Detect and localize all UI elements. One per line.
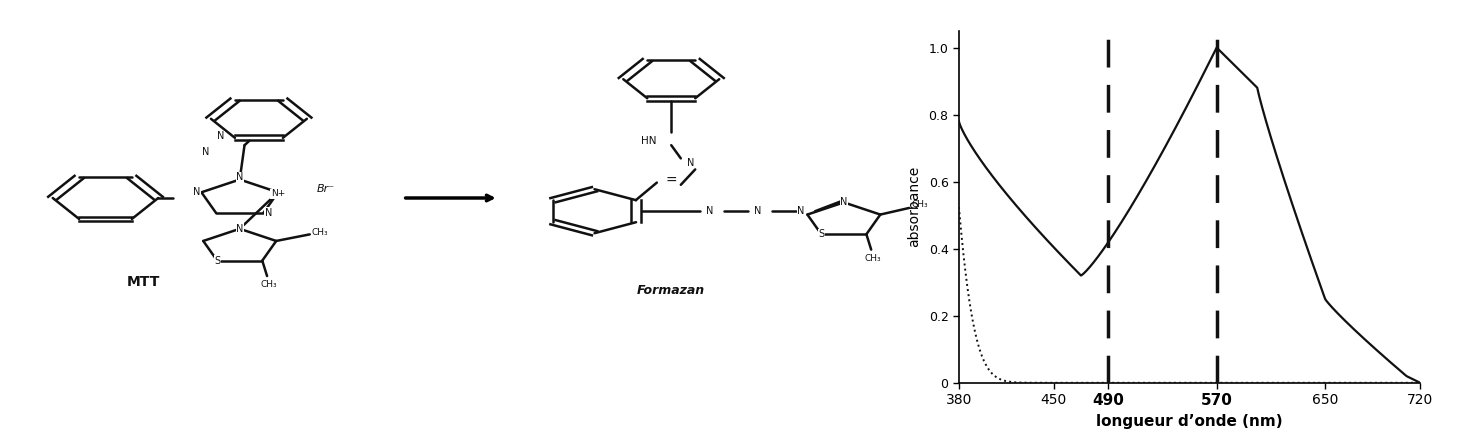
Text: N: N (236, 224, 243, 234)
Text: CH₃: CH₃ (312, 227, 328, 237)
X-axis label: longueur d’onde (nm): longueur d’onde (nm) (1097, 414, 1282, 429)
Text: N: N (754, 206, 761, 216)
Text: N: N (796, 206, 804, 216)
Text: N+: N+ (271, 189, 285, 198)
Text: HN: HN (641, 136, 657, 146)
Text: CH₃: CH₃ (261, 280, 277, 290)
Text: N: N (202, 147, 209, 157)
Text: N: N (706, 206, 713, 216)
Text: CH₃: CH₃ (865, 254, 881, 263)
Text: CH₃: CH₃ (911, 200, 928, 209)
Text: N: N (687, 158, 694, 168)
Text: Formazan: Formazan (637, 284, 706, 297)
Text: N: N (217, 132, 224, 141)
Text: S: S (214, 256, 220, 266)
Text: =: = (666, 173, 676, 187)
Text: MTT: MTT (127, 275, 161, 289)
Text: N: N (236, 172, 243, 182)
Text: N: N (840, 198, 848, 207)
Text: N: N (193, 187, 201, 197)
Text: Br⁻: Br⁻ (316, 184, 335, 194)
Text: S: S (818, 229, 824, 239)
Y-axis label: absorbance: absorbance (908, 166, 921, 247)
Text: N: N (265, 208, 272, 218)
